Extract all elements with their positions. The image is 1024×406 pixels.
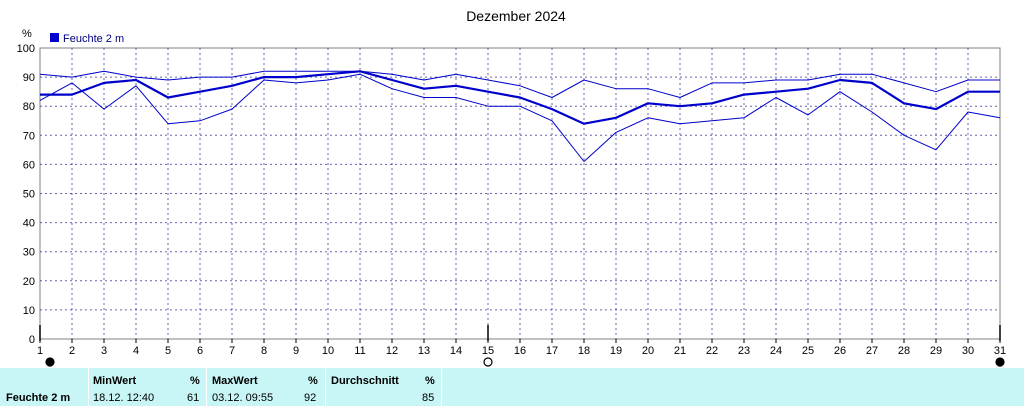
x-tick-label: 13 — [418, 345, 430, 357]
x-tick-label: 20 — [642, 345, 654, 357]
legend-label: Feuchte 2 m — [63, 33, 124, 45]
series-line-max — [39, 70, 1000, 98]
x-tick-label: 27 — [866, 345, 878, 357]
separator — [325, 368, 326, 406]
max-time: 03.12. 09:55 — [212, 392, 274, 404]
x-tick-label: 31 — [994, 345, 1006, 357]
min-unit: % — [190, 375, 200, 387]
sensor-cell: Feuchte 2 m — [6, 368, 86, 406]
x-tick-label: 1 — [37, 345, 43, 357]
x-tick-label: 4 — [133, 345, 139, 357]
new-moon-icon — [995, 357, 1005, 367]
x-tick-label: 22 — [706, 345, 718, 357]
x-tick-label: 6 — [197, 345, 203, 357]
x-tick-label: 2 — [69, 345, 75, 357]
moon-marker-layer — [39, 325, 1005, 367]
humidity-chart: Dezember 2024 % Feuchte 2 m 0 10 20 30 40 50 6… — [17, 8, 1006, 367]
y-tick-label: 80 — [23, 101, 35, 113]
x-tick-label: 8 — [261, 345, 267, 357]
max-cell: MaxWert % 03.12. 09:55 92 — [212, 368, 322, 406]
series-line-mean — [40, 70, 1000, 125]
new-moon-icon — [45, 357, 55, 367]
y-tick-label: 20 — [23, 276, 35, 288]
y-tick-label: 90 — [23, 72, 35, 84]
max-value: 92 — [304, 392, 317, 404]
y-tick-label: 0 — [29, 334, 35, 346]
series-layer — [39, 70, 1001, 162]
x-tick-label: 3 — [101, 345, 107, 357]
x-tick-label: 12 — [386, 345, 398, 357]
statistics-bar: Feuchte 2 m MinWert % 18.12. 12:40 61 Ma… — [0, 368, 1024, 406]
x-tick-label: 9 — [293, 345, 299, 357]
sensor-label: Feuchte 2 m — [6, 392, 71, 404]
x-tick-label: 24 — [770, 345, 782, 357]
legend-swatch — [50, 33, 59, 42]
x-tick-label: 19 — [610, 345, 622, 357]
avg-cell: Durchschnitt % 85 — [331, 368, 439, 406]
y-axis-unit: % — [22, 28, 32, 40]
avg-unit: % — [425, 375, 435, 387]
x-tick-label: 17 — [546, 345, 558, 357]
x-tick-label: 25 — [802, 345, 814, 357]
y-tick-label: 40 — [23, 218, 35, 230]
x-tick-label: 28 — [898, 345, 910, 357]
max-unit: % — [308, 375, 318, 387]
x-tick-label: 7 — [229, 345, 235, 357]
y-tick-label: 10 — [23, 305, 35, 317]
chart-title: Dezember 2024 — [466, 8, 566, 24]
y-tick-label: 60 — [23, 159, 35, 171]
separator — [88, 368, 89, 406]
x-tick-label: 10 — [322, 345, 334, 357]
avg-value: 85 — [422, 392, 435, 404]
x-tick-label: 16 — [514, 345, 526, 357]
y-tick-label: 100 — [17, 43, 35, 55]
min-time: 18.12. 12:40 — [93, 392, 155, 404]
x-tick-label: 29 — [930, 345, 942, 357]
series-line-min — [39, 73, 1001, 162]
separator — [441, 368, 442, 406]
x-tick-label: 15 — [482, 345, 494, 357]
min-header: MinWert — [93, 375, 137, 387]
x-tick-label: 30 — [962, 345, 974, 357]
x-tick-label: 5 — [165, 345, 171, 357]
min-value: 61 — [187, 392, 200, 404]
x-tick-label: 21 — [674, 345, 686, 357]
max-header: MaxWert — [212, 375, 258, 387]
x-tick-label: 23 — [738, 345, 750, 357]
x-tick-label: 26 — [834, 345, 846, 357]
x-tick-label: 14 — [450, 345, 462, 357]
avg-header: Durchschnitt — [331, 375, 399, 387]
full-moon-icon — [483, 357, 493, 367]
y-tick-label: 70 — [23, 130, 35, 142]
grid-layer — [39, 47, 1001, 340]
y-tick-label: 50 — [23, 189, 35, 201]
y-tick-label: 30 — [23, 247, 35, 259]
x-tick-label: 18 — [578, 345, 590, 357]
x-tick-label: 11 — [354, 345, 365, 357]
min-cell: MinWert % 18.12. 12:40 61 — [93, 368, 203, 406]
separator — [206, 368, 207, 406]
